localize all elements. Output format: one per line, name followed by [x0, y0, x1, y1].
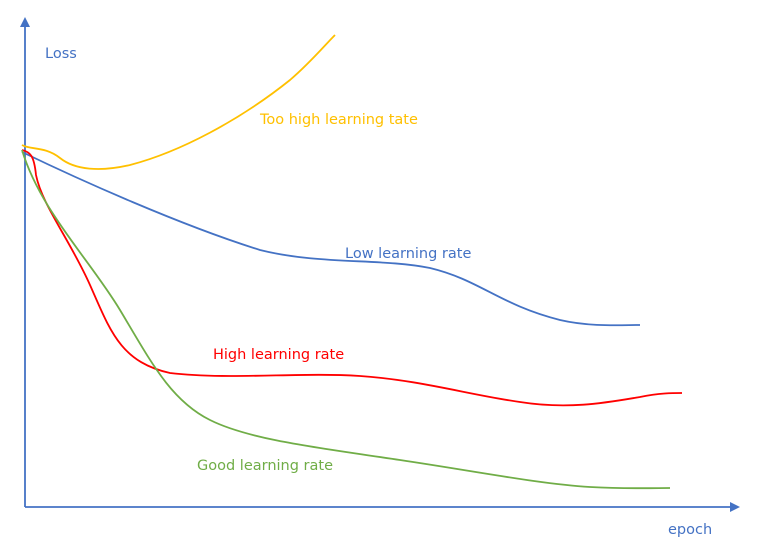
y-axis-label: Loss: [45, 46, 77, 62]
x-axis-label: epoch: [668, 522, 712, 538]
curve-label: Good learning rate: [197, 458, 333, 474]
curve-label: High learning rate: [213, 347, 344, 363]
curve-too-high: [21, 34, 336, 170]
curve-good: [21, 149, 671, 490]
curve-high: [21, 149, 683, 407]
curve-label: Low learning rate: [345, 246, 471, 262]
curve-label: Too high learning tate: [259, 112, 418, 128]
curve-low: [21, 151, 641, 327]
